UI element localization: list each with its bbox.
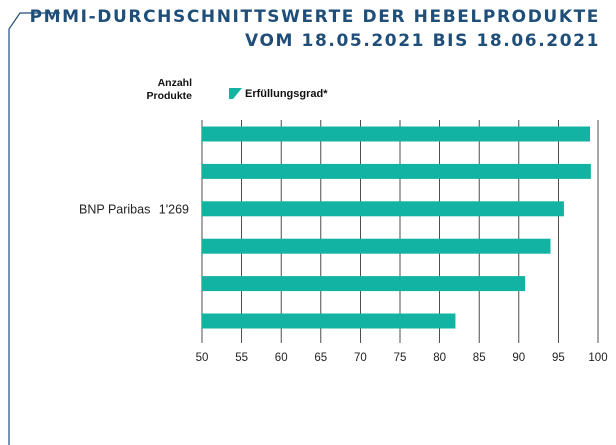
chart-title-line2: VOM 18.05.2021 BIS 18.06.2021 bbox=[245, 31, 600, 51]
x-tick-label-60: 60 bbox=[275, 352, 288, 364]
x-tick-label-75: 75 bbox=[394, 352, 407, 364]
x-tick-label-65: 65 bbox=[314, 352, 327, 364]
legend-label: Erfüllungsgrad* bbox=[245, 88, 328, 100]
count-header-line2: Produkte bbox=[146, 90, 192, 102]
chart-title-line1: PMMI-DURCHSCHNITTSWERTE DER HEBELPRODUKT… bbox=[29, 7, 600, 27]
x-tick-label-95: 95 bbox=[552, 352, 565, 364]
bar-3 bbox=[202, 201, 564, 217]
bar-6 bbox=[202, 313, 456, 329]
bar-5 bbox=[202, 276, 526, 292]
category-label-3: BNP Paribas bbox=[79, 202, 150, 216]
x-tick-label-50: 50 bbox=[196, 352, 209, 364]
bar-4 bbox=[202, 238, 551, 254]
count-header-line1: Anzahl bbox=[157, 77, 192, 89]
x-tick-label-85: 85 bbox=[473, 352, 486, 364]
x-tick-label-55: 55 bbox=[235, 352, 248, 364]
bar-2 bbox=[202, 163, 591, 179]
x-tick-label-90: 90 bbox=[512, 352, 525, 364]
x-tick-label-100: 100 bbox=[588, 352, 607, 364]
bar-1 bbox=[202, 126, 591, 142]
count-column-header: Anzahl Produkte bbox=[112, 77, 192, 103]
x-tick-label-70: 70 bbox=[354, 352, 367, 364]
count-label-3: 1'269 bbox=[159, 202, 189, 216]
legend-swatch bbox=[229, 88, 242, 99]
x-tick-label-80: 80 bbox=[433, 352, 446, 364]
